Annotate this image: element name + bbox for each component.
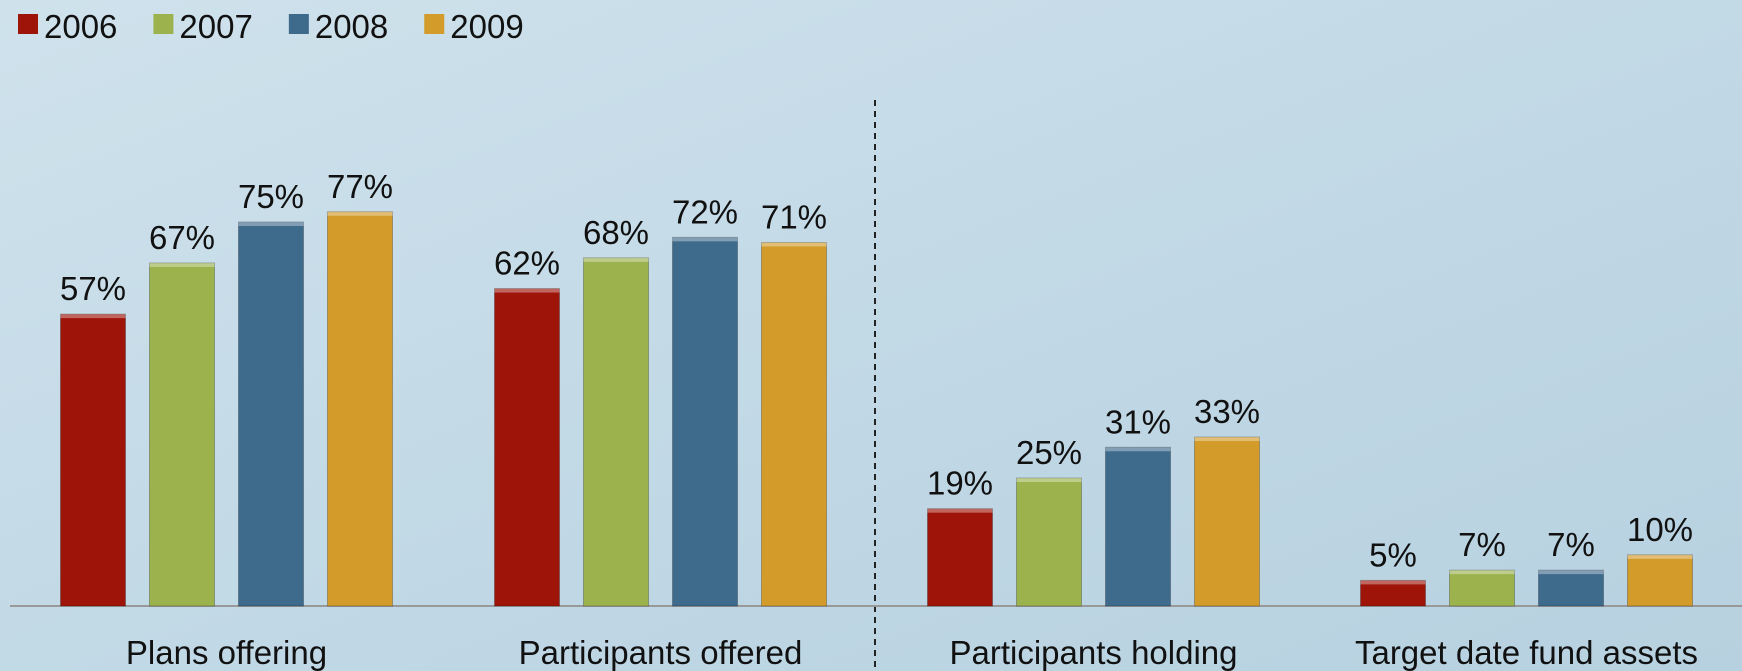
data-label: 67% (149, 219, 215, 256)
category-label: Plans offering (126, 634, 327, 671)
data-label: 5% (1369, 536, 1417, 573)
bar-highlight (1449, 570, 1515, 575)
bar (672, 236, 738, 607)
legend-swatch (288, 14, 309, 34)
bar (60, 313, 126, 607)
bar-highlight (927, 508, 993, 513)
data-label: 57% (60, 270, 126, 307)
bar-highlight (494, 288, 560, 293)
legend-swatch (424, 14, 445, 34)
bar-highlight (1016, 478, 1082, 482)
bar (1105, 446, 1171, 607)
data-label: 77% (327, 168, 393, 205)
bar (583, 257, 649, 607)
bar-highlight (1194, 437, 1260, 442)
data-label: 75% (238, 178, 304, 215)
data-label: 71% (761, 198, 827, 235)
bar (1360, 579, 1426, 607)
bar-highlight (672, 237, 738, 242)
data-label: 25% (1016, 434, 1082, 471)
bar (494, 288, 560, 607)
data-label: 33% (1194, 393, 1260, 430)
data-label: 7% (1458, 526, 1506, 563)
data-label: 62% (494, 245, 560, 282)
legend-swatch (153, 14, 174, 34)
legend-swatch (18, 14, 38, 34)
data-label: 19% (927, 465, 993, 502)
bar (1538, 569, 1604, 607)
bar-highlight (1360, 580, 1426, 585)
bar-highlight (60, 314, 126, 319)
bar (761, 241, 827, 607)
bar-highlight (238, 222, 304, 226)
category-label: Participants holding (949, 634, 1237, 671)
data-label: 10% (1627, 511, 1693, 548)
legend-label: 2006 (44, 8, 117, 45)
bar (1194, 436, 1260, 607)
category-label: Target date fund assets (1355, 634, 1698, 671)
bar-highlight (1538, 570, 1604, 575)
bar-highlight (761, 242, 827, 247)
bar-highlight (1627, 554, 1693, 559)
bar (1627, 554, 1693, 607)
legend-label: 2007 (179, 8, 252, 45)
bar-highlight (149, 262, 215, 267)
bar-highlight (1105, 447, 1171, 452)
bar (1016, 477, 1082, 607)
bar-highlight (583, 257, 649, 262)
data-label: 68% (583, 214, 649, 251)
bar (238, 221, 304, 607)
data-label: 31% (1105, 403, 1171, 440)
legend-label: 2009 (450, 8, 523, 45)
bar (1449, 569, 1515, 607)
data-label: 72% (672, 193, 738, 230)
legend-label: 2008 (315, 8, 388, 45)
bar (927, 508, 993, 607)
category-label: Participants offered (519, 634, 803, 671)
bar (327, 211, 393, 607)
bar (149, 262, 215, 607)
data-label: 7% (1547, 526, 1595, 563)
bar-highlight (327, 211, 393, 216)
